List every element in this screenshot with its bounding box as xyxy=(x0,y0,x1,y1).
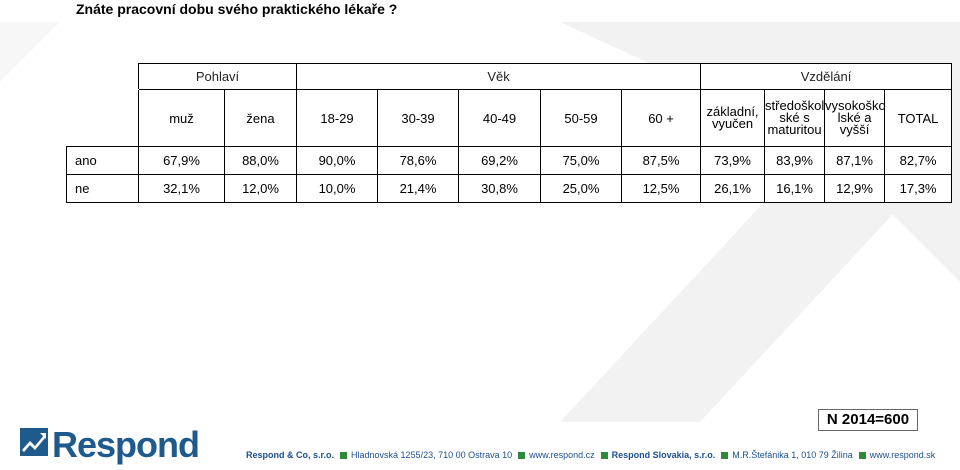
table-cell: 67,9% xyxy=(138,146,225,175)
table-row: ne 32,1% 12,0% 10,0% 21,4% 30,8% 25,0% 1… xyxy=(66,174,953,203)
table-row: ano 67,9% 88,0% 90,0% 78,6% 69,2% 75,0% … xyxy=(66,146,953,175)
col-header: 40-49 xyxy=(458,89,541,147)
footer-address-sk: M.R.Štefánika 1, 010 79 Žilina xyxy=(732,450,853,460)
table-cell: 83,9% xyxy=(764,146,826,175)
bullet-square-icon xyxy=(340,451,348,459)
col-header: středoškol ské s maturitou xyxy=(764,89,826,147)
logo-text: Respond xyxy=(52,424,200,465)
sample-size-badge: N 2014=600 xyxy=(818,409,918,431)
table-cell: 16,1% xyxy=(764,174,826,203)
table-cell: 30,8% xyxy=(458,174,541,203)
col-header: základní, vyučen xyxy=(700,89,766,147)
table-cell: 12,0% xyxy=(224,174,297,203)
footer-address-cz: Hladnovská 1255/23, 710 00 Ostrava 10 xyxy=(351,450,513,460)
survey-table: Pohlaví Věk Vzdělání muž žena 18-29 30-3… xyxy=(66,63,953,203)
col-header: muž xyxy=(138,89,225,147)
corner-cell-lower xyxy=(66,89,139,147)
col-header: 50-59 xyxy=(540,89,622,147)
column-header-row: muž žena 18-29 30-39 40-49 50-59 60 + zá… xyxy=(66,89,953,147)
col-header-total: TOTAL xyxy=(884,89,953,147)
table-cell: 87,1% xyxy=(824,146,886,175)
table-cell: 69,2% xyxy=(458,146,541,175)
table-cell-total: 17,3% xyxy=(884,174,953,203)
bullet-square-icon xyxy=(721,451,729,459)
footer-web-cz[interactable]: www.respond.cz xyxy=(529,450,595,460)
table-cell: 12,5% xyxy=(620,174,702,203)
table-cell: 78,6% xyxy=(377,146,459,175)
group-gender: Pohlaví xyxy=(138,63,297,90)
row-label: ano xyxy=(66,146,139,175)
table-cell-total: 82,7% xyxy=(884,146,953,175)
footer-company-sk: Respond Slovakia, s.r.o. xyxy=(611,450,716,460)
table-cell: 88,0% xyxy=(224,146,297,175)
title-band: Znáte pracovní dobu svého praktického lé… xyxy=(0,0,960,22)
table-cell: 87,5% xyxy=(620,146,702,175)
col-header: 30-39 xyxy=(377,89,459,147)
bullet-square-icon xyxy=(518,451,526,459)
group-age: Věk xyxy=(295,63,702,90)
group-education: Vzdělání xyxy=(700,63,953,90)
table-cell: 25,0% xyxy=(540,174,622,203)
table-cell: 12,9% xyxy=(824,174,886,203)
bullet-square-icon xyxy=(858,451,866,459)
col-header: vysokoško lské a vyšší xyxy=(824,89,886,147)
col-header: 60 + xyxy=(620,89,702,147)
col-header: 18-29 xyxy=(296,89,378,147)
table-cell: 21,4% xyxy=(377,174,459,203)
respond-logo: Respond xyxy=(20,424,200,465)
logo-chart-icon xyxy=(20,428,48,456)
group-header-row: Pohlaví Věk Vzdělání xyxy=(66,63,953,90)
footer: Respond & Co, s.r.o. Hladnovská 1255/23,… xyxy=(246,450,935,460)
table-cell: 10,0% xyxy=(296,174,378,203)
row-label: ne xyxy=(66,174,139,203)
bullet-square-icon xyxy=(600,451,608,459)
corner-cell xyxy=(66,63,139,90)
table-cell: 32,1% xyxy=(138,174,225,203)
table-cell: 73,9% xyxy=(700,146,766,175)
table-cell: 26,1% xyxy=(700,174,766,203)
table-cell: 75,0% xyxy=(540,146,622,175)
footer-company-cz: Respond & Co, s.r.o. xyxy=(246,450,335,460)
page-title: Znáte pracovní dobu svého praktického lé… xyxy=(76,1,398,17)
col-header: žena xyxy=(224,89,297,147)
table-cell: 90,0% xyxy=(296,146,378,175)
footer-web-sk[interactable]: www.respond.sk xyxy=(869,450,936,460)
